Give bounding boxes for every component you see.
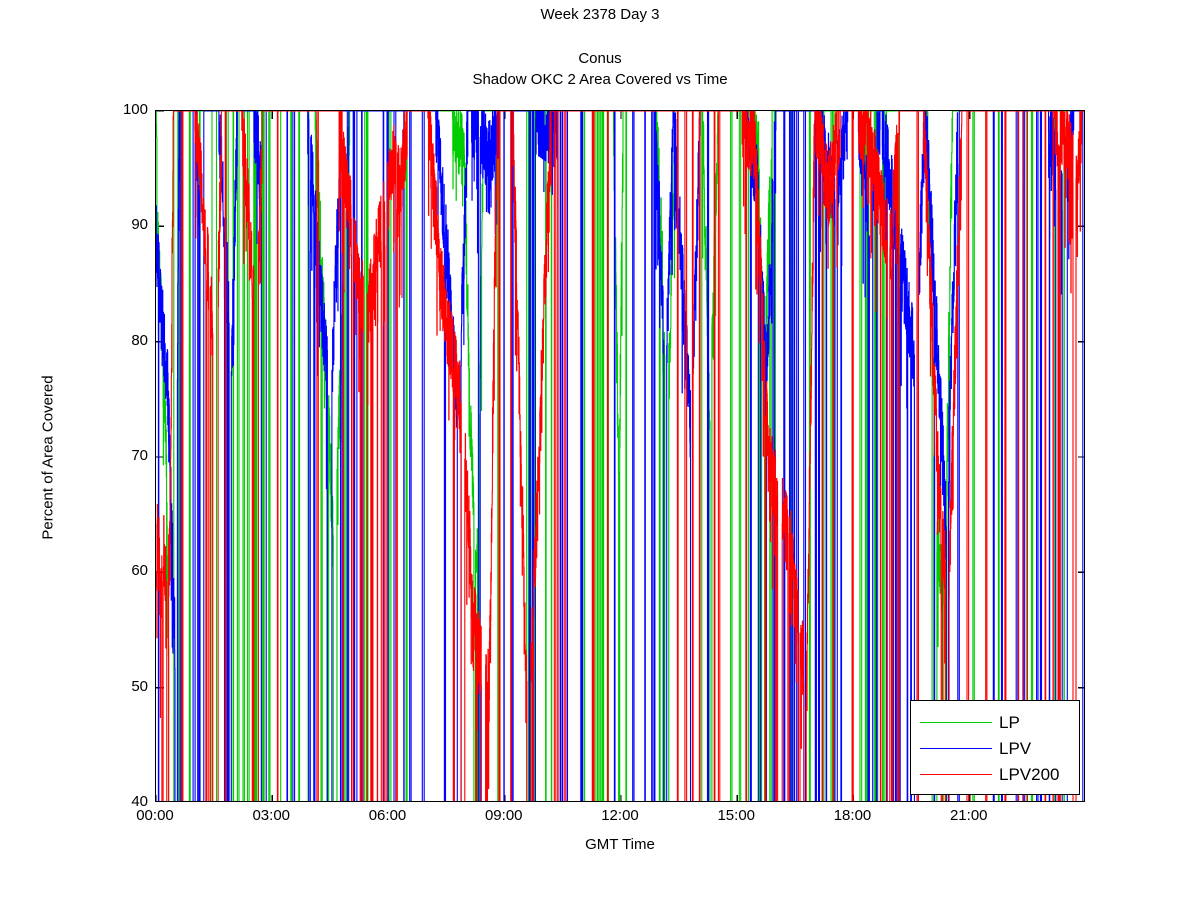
x-tick-label-0300: 03:00 xyxy=(252,807,291,824)
x-tick-label-1800: 18:00 xyxy=(833,807,872,824)
legend-line-swatch-lpv200 xyxy=(920,774,992,775)
x-tick-label-0000: 00:00 xyxy=(136,807,174,824)
legend[interactable]: LP LPV LPV200 xyxy=(910,700,1080,795)
x-tick-label-2100: 21:00 xyxy=(949,807,988,824)
legend-label-lpv200: LPV200 xyxy=(999,765,1060,784)
y-tick-label-80: 80 xyxy=(131,331,148,349)
y-axis-title: Percent of Area Covered xyxy=(39,375,57,540)
legend-entry-lpv200[interactable]: LPV200 xyxy=(911,762,1081,788)
legend-label-lpv: LPV xyxy=(999,739,1032,758)
y-tick-label-100: 100 xyxy=(122,101,148,118)
figure-week-title: Week 2378 Day 3 xyxy=(540,6,660,23)
figure-sub-title: Shadow OKC 2 Area Covered vs Time xyxy=(472,71,728,88)
legend-entry-lp[interactable]: LP xyxy=(911,710,1081,736)
x-tick-label-1200: 12:00 xyxy=(601,807,639,824)
x-tick-label-0900: 09:00 xyxy=(484,807,523,824)
y-tick-label-40: 40 xyxy=(131,793,148,810)
series-canvas xyxy=(156,111,1085,802)
x-axis-title: GMT Time xyxy=(585,836,655,853)
y-tick-label-70: 70 xyxy=(131,447,148,464)
x-tick-label-0600: 06:00 xyxy=(368,807,407,824)
y-tick-label-60: 60 xyxy=(131,562,148,580)
series-line-lpv200 xyxy=(156,111,1085,802)
legend-label-lp: LP xyxy=(999,713,1020,732)
legend-line-swatch-lp xyxy=(920,722,992,723)
y-tick-label-50: 50 xyxy=(131,677,148,695)
figure-region-title: Conus xyxy=(578,50,622,67)
x-tick-label-1500: 15:00 xyxy=(717,807,756,824)
x-axis-tick-labels: 00:00 03:00 06:00 09:00 12:00 15:00 18:00 21:00 xyxy=(136,807,1085,830)
plot-area xyxy=(155,110,1085,802)
y-axis-tick-labels: 40 50 60 70 80 90 100 xyxy=(85,102,148,809)
legend-line-swatch-lpv xyxy=(920,748,992,749)
y-tick-label-90: 90 xyxy=(131,216,148,234)
legend-entry-lpv[interactable]: LPV xyxy=(911,736,1081,762)
